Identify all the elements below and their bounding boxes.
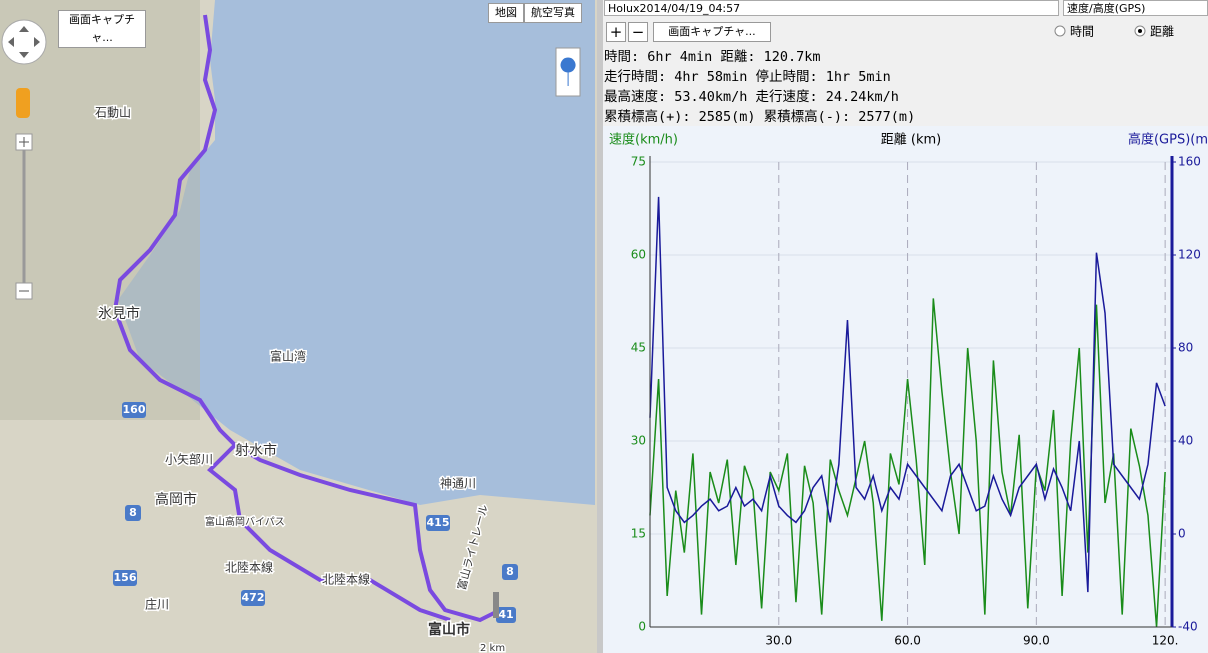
y-tick-label: 15 <box>631 527 646 541</box>
road-number: 472 <box>242 591 265 604</box>
pan-control[interactable] <box>1 19 47 65</box>
y-tick-label: 60 <box>631 248 646 262</box>
zoom-out-button[interactable]: − <box>628 22 648 42</box>
route <box>207 443 451 622</box>
track-select[interactable]: Holux2014/04/19_04:57 <box>604 0 1059 16</box>
y2-tick-label: -40 <box>1178 620 1198 634</box>
y2-tick-label: 40 <box>1178 434 1193 448</box>
y-axis-title: 速度(km/h) <box>609 132 678 148</box>
zoom-in-icon <box>19 137 29 147</box>
series-line <box>649 196 1166 593</box>
radio-group: 時間 距離 <box>1054 25 1174 39</box>
radio-time[interactable] <box>1054 25 1066 37</box>
goal-flag <box>493 592 499 618</box>
splitter[interactable] <box>597 0 603 653</box>
map-capture-button[interactable]: 画面キャプチャ... <box>58 10 146 48</box>
satellite-button[interactable]: 航空写真 <box>524 3 582 23</box>
x-axis-title: 距離 (km) <box>881 133 941 148</box>
road-number: 8 <box>129 506 137 519</box>
map-label: 富山高岡バイパス <box>205 515 285 528</box>
map-label: 射水市 <box>235 442 277 459</box>
road-number: 160 <box>123 403 146 416</box>
road-number: 8 <box>506 565 514 578</box>
y2-tick-label: 120 <box>1178 248 1201 262</box>
zoom-in-button[interactable]: + <box>606 22 626 42</box>
stat-line: 累積標高(+): 2585(m) 累積標高(-): 2577(m) <box>604 109 916 125</box>
map-label: 石動山 <box>95 106 131 120</box>
pegman[interactable] <box>16 88 30 118</box>
x-tick-label: 90.0 <box>1023 634 1050 648</box>
scale-label: 2 km <box>480 643 505 653</box>
y2-tick-label: 80 <box>1178 341 1193 355</box>
map-sea <box>118 0 595 505</box>
graph-mode-select[interactable]: 速度/高度(GPS) <box>1063 0 1208 16</box>
map-mountains <box>0 0 200 420</box>
y2-tick-label: 0 <box>1178 527 1186 541</box>
map-label: 神通川 <box>440 477 476 491</box>
map-label: 庄川 <box>145 597 169 612</box>
road-number: 41 <box>498 608 513 621</box>
stat-line: 最高速度: 53.40km/h 走行速度: 24.24km/h <box>604 89 899 105</box>
radio-time-label: 時間 <box>1070 25 1094 39</box>
map-label: 氷見市 <box>98 305 140 322</box>
map-label: 小矢部川 <box>165 452 213 467</box>
stat-line: 時間: 6hr 4min 距離: 120.7km <box>604 49 821 65</box>
x-tick-label: 30.0 <box>765 634 792 648</box>
y-tick-label: 30 <box>631 434 646 448</box>
radio-distance-label: 距離 <box>1150 25 1174 39</box>
stat-line: 走行時間: 4hr 58min 停止時間: 1hr 5min <box>604 69 891 85</box>
map-label: 北陸本線 <box>225 560 273 575</box>
y-tick-label: 75 <box>631 155 646 169</box>
capture-button[interactable]: 画面キャプチャ... <box>653 22 771 42</box>
road-number: 415 <box>427 516 450 529</box>
chart: 速度(km/h) 距離 (km) 高度(GPS)(m 0 15 30 45 60 75 -4… <box>603 126 1208 653</box>
x-tick-label: 60.0 <box>894 634 921 648</box>
y2-tick-label: 160 <box>1178 155 1201 169</box>
road-shields: 160 415 8 472 156 8 41 <box>113 402 518 623</box>
road-number: 156 <box>114 571 137 584</box>
marker-icon <box>560 57 576 86</box>
x-tick-label: 120. <box>1152 634 1179 648</box>
y2-axis-title: 高度(GPS)(m <box>1128 132 1208 148</box>
map[interactable]: 石動山 氷見市 富山湾 射水市 高岡市 富山市 神通川 北陸本線 北陸本線 小矢… <box>0 0 597 653</box>
map-label: 高岡市 <box>155 491 197 508</box>
map-label: 富山湾 <box>270 349 306 364</box>
map-label: 北陸本線 <box>322 572 370 587</box>
y-tick-label: 0 <box>638 620 646 634</box>
map-label: 富山市 <box>428 621 470 638</box>
radio-dot <box>1138 29 1142 33</box>
series-line <box>649 298 1166 628</box>
map-type-button[interactable]: 地図 <box>488 3 524 23</box>
y-tick-label: 45 <box>631 341 646 355</box>
route <box>112 14 501 623</box>
